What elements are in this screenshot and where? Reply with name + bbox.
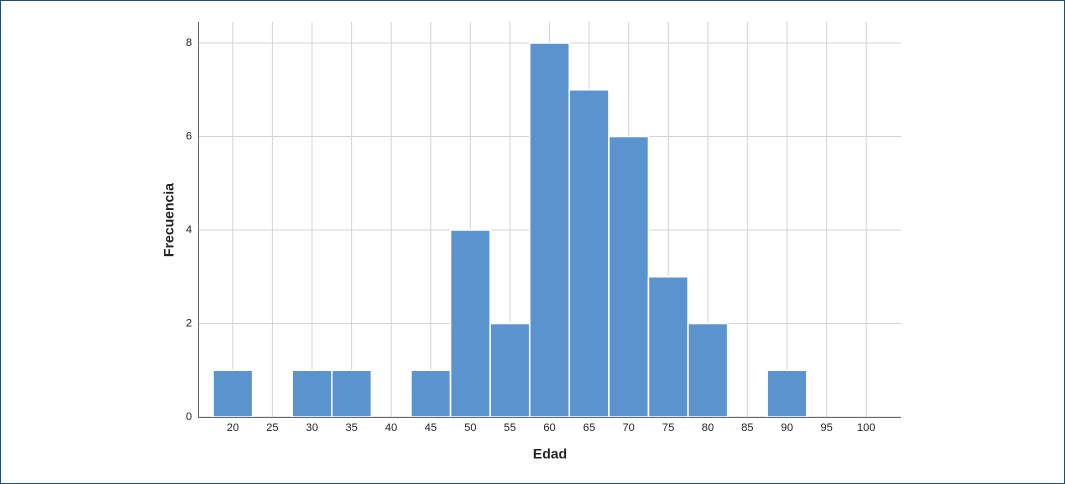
x-tick-label: 65 [583,422,595,434]
bar [489,322,531,418]
x-tick-label: 45 [425,422,437,434]
bar [291,369,333,418]
x-tick-label: 80 [702,422,714,434]
x-tick-label: 90 [781,422,793,434]
bar [568,89,610,418]
y-tick-label: 6 [186,130,192,142]
x-tick-label: 25 [266,422,278,434]
x-tick-label: 60 [543,422,555,434]
bar [331,369,373,418]
y-tick-label: 8 [186,37,192,49]
y-axis-title: Frecuencia [161,183,177,257]
x-tick-label: 55 [504,422,516,434]
bar [449,229,491,418]
x-tick-label: 85 [741,422,753,434]
x-tick-label: 40 [385,422,397,434]
x-tick-label: 70 [623,422,635,434]
x-tick-label: 75 [662,422,674,434]
bar [212,369,254,418]
bar [766,369,808,418]
y-tick-label: 4 [186,224,192,236]
x-tick-label: 20 [227,422,239,434]
x-tick-label: 35 [345,422,357,434]
bar [410,369,452,418]
x-tick-label: 50 [464,422,476,434]
y-tick-label: 2 [186,317,192,329]
bar [687,322,729,418]
y-tick-label: 0 [186,411,192,423]
bar [647,276,689,418]
bar [608,135,650,418]
x-axis-title: Edad [533,446,567,462]
x-tick-label: 95 [820,422,832,434]
x-tick-label: 30 [306,422,318,434]
bar [528,42,571,418]
x-tick-label: 100 [857,422,875,434]
